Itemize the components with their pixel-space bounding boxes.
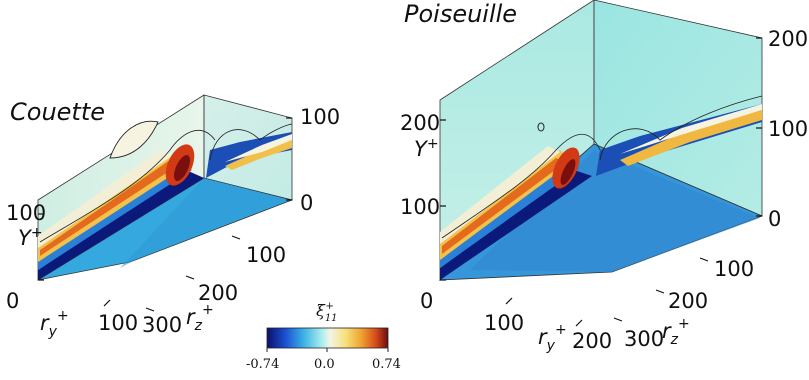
couette-ry-label: ry+ <box>40 308 69 340</box>
couette-rz-tick-label-100: 100 <box>246 243 286 267</box>
couette-streak-cyan <box>38 164 192 270</box>
colorbar-tick-label-mid: 0.0 <box>314 357 335 372</box>
poiseuille-right-tick-label-200: 200 <box>768 27 808 51</box>
poiseuille-streak-orange <box>442 158 566 254</box>
couette-side-contour <box>209 123 293 161</box>
couette-side-streak-white <box>225 134 292 162</box>
poiseuille-side-streak-warm <box>620 110 762 166</box>
poiseuille-rz-tick-label-300: 300 <box>624 327 664 351</box>
poiseuille-rz-tick-label-200: 200 <box>668 289 708 313</box>
couette-rz-tick-label-300: 300 <box>142 313 182 337</box>
poiseuille-bottom-shade <box>470 150 760 272</box>
poiseuille-y-tick-label-100: 100 <box>400 195 440 219</box>
couette-y-axis-label: Y+ <box>18 225 43 250</box>
poiseuille-rz-label: rz+ <box>662 316 690 348</box>
couette-ry-tick-label-100: 100 <box>98 311 138 335</box>
colorbar-tick-label-min: -0.74 <box>246 357 279 372</box>
poiseuille-side-contour <box>599 95 763 161</box>
couette-title: Couette <box>10 98 105 126</box>
poiseuille-streak-white <box>440 146 560 244</box>
poiseuille-y-tick-label-0: 0 <box>420 289 433 313</box>
colorbar: ξ11+ -0.74 0.0 0.74 <box>246 301 401 372</box>
couette-right-tick-label-100: 100 <box>300 105 340 129</box>
couette-streak-orange <box>40 160 180 256</box>
poiseuille-streak-blue <box>440 170 592 280</box>
colorbar-title: ξ11+ <box>316 301 338 324</box>
couette-panel: Couette 0 100 Y+ ry+ 100 100 200 300 rz+… <box>6 94 340 340</box>
poiseuille-ry-tick-100 <box>505 297 513 305</box>
poiseuille-title: Poiseuille <box>404 0 517 28</box>
couette-red-core-dark <box>173 155 191 181</box>
poiseuille-ry-label: ry+ <box>538 322 567 354</box>
poiseuille-streak-cyan <box>440 162 580 268</box>
colorbar-tick-label-max: 0.74 <box>372 357 401 372</box>
poiseuille-rz-tick-200 <box>655 289 665 294</box>
couette-rz-tick-200 <box>185 275 195 280</box>
colorbar-gradient <box>266 327 389 349</box>
poiseuille-rz-tick-300 <box>613 317 623 322</box>
poiseuille-contour-line <box>441 133 601 239</box>
couette-upper-contour <box>109 120 159 159</box>
poiseuille-ry-tick-label-200: 200 <box>572 329 612 353</box>
couette-rz-tick-100 <box>231 235 241 240</box>
poiseuille-y-axis-label: Y+ <box>414 136 439 161</box>
couette-bottom-shade <box>120 178 290 268</box>
couette-y-tick-label-0: 0 <box>6 289 19 313</box>
poiseuille-right-tick-label-0: 0 <box>768 207 781 231</box>
couette-right-tick-label-0: 0 <box>300 191 313 215</box>
couette-streak-blue <box>38 170 204 280</box>
poiseuille-right-tick-label-100: 100 <box>768 117 808 141</box>
couette-rz-tick-label-200: 200 <box>198 281 238 305</box>
poiseuille-y-tick-label-200: 200 <box>400 111 440 135</box>
poiseuille-rz-tick-100 <box>699 257 709 262</box>
poiseuille-ry-tick-200 <box>575 319 583 327</box>
couette-rz-tick-300 <box>145 307 155 312</box>
poiseuille-small-contour <box>537 122 545 132</box>
poiseuille-red-core-dark <box>560 159 576 185</box>
poiseuille-panel: Poiseuille 0 100 200 Y+ 100 ry+ 200 100 … <box>400 0 808 354</box>
couette-ry-tick-100 <box>103 299 111 307</box>
poiseuille-rz-tick-label-100: 100 <box>714 257 754 281</box>
poiseuille-side-streak-white <box>620 104 762 154</box>
couette-rz-label: rz+ <box>186 302 214 334</box>
couette-contour-line <box>39 129 216 243</box>
couette-y-tick-label-100: 100 <box>6 201 46 225</box>
poiseuille-ry-tick-label-100: 100 <box>484 311 524 335</box>
couette-side-streak-warm <box>225 140 292 170</box>
